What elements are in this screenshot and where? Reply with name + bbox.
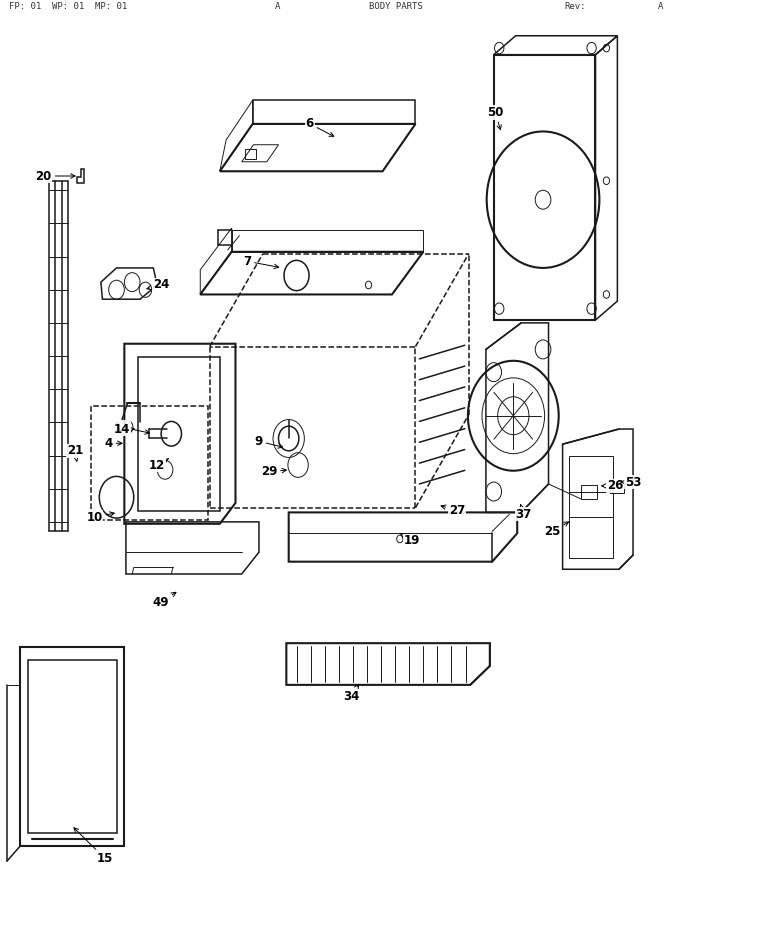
Text: 21: 21 bbox=[67, 444, 83, 461]
Text: 19: 19 bbox=[401, 533, 419, 548]
Text: 12: 12 bbox=[149, 458, 169, 472]
Text: 49: 49 bbox=[153, 592, 176, 609]
Text: FP: 01  WP: 01  MP: 01: FP: 01 WP: 01 MP: 01 bbox=[9, 2, 127, 11]
Bar bbox=[28, 661, 117, 832]
Text: 24: 24 bbox=[147, 278, 169, 291]
Bar bbox=[610, 481, 623, 493]
Bar bbox=[569, 456, 613, 558]
Text: 20: 20 bbox=[35, 170, 75, 182]
Text: 11: 11 bbox=[114, 420, 150, 435]
Text: 34: 34 bbox=[343, 684, 360, 703]
Text: 4: 4 bbox=[104, 437, 122, 450]
Text: Rev:: Rev: bbox=[564, 2, 586, 11]
Text: 26: 26 bbox=[601, 479, 623, 493]
Text: 37: 37 bbox=[515, 504, 532, 521]
Text: A: A bbox=[274, 2, 280, 11]
Text: 9: 9 bbox=[255, 435, 282, 448]
Bar bbox=[582, 485, 597, 499]
Text: 50: 50 bbox=[487, 106, 503, 130]
Text: 29: 29 bbox=[261, 465, 286, 478]
Text: 53: 53 bbox=[621, 475, 641, 489]
Text: 14: 14 bbox=[114, 422, 134, 436]
Text: 27: 27 bbox=[441, 504, 465, 517]
Text: 25: 25 bbox=[544, 522, 568, 538]
Text: A: A bbox=[658, 2, 663, 11]
Bar bbox=[91, 406, 208, 520]
Text: 15: 15 bbox=[74, 828, 113, 865]
Text: 7: 7 bbox=[243, 254, 278, 269]
Text: 6: 6 bbox=[306, 118, 334, 137]
Text: BODY PARTS: BODY PARTS bbox=[368, 2, 423, 11]
Text: 10: 10 bbox=[86, 511, 114, 524]
